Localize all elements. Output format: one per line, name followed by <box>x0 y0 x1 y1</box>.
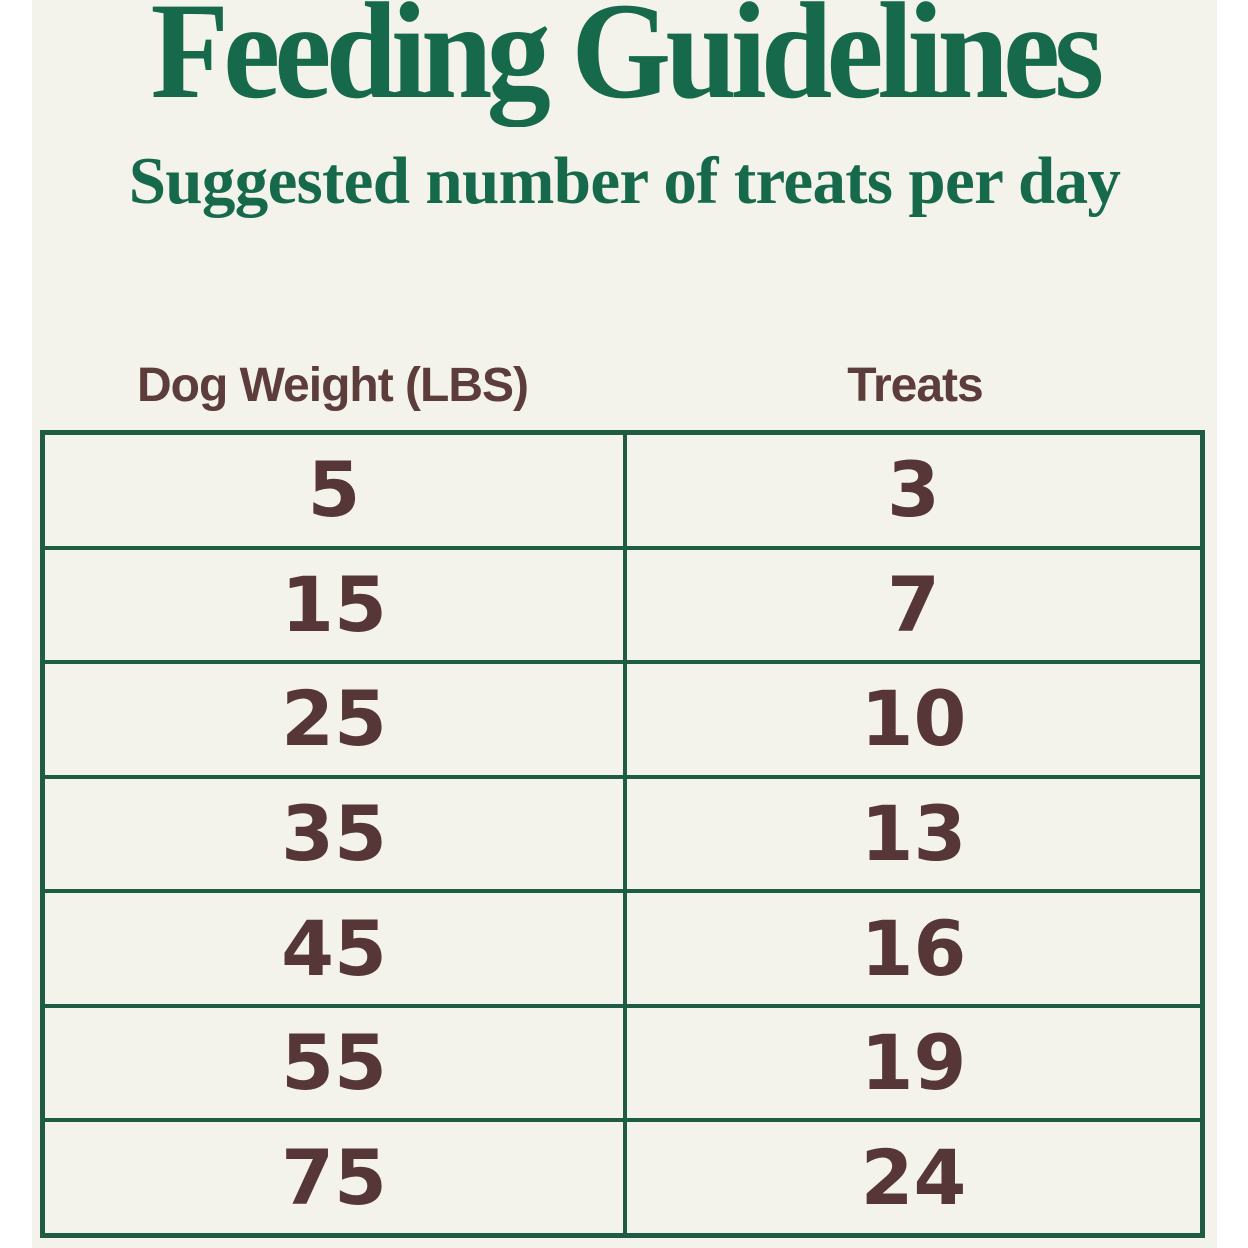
feeding-guidelines-table: 5 3 15 7 25 10 35 13 45 16 55 19 75 24 <box>40 430 1205 1238</box>
table-cell-treats: 24 <box>627 1122 1200 1233</box>
table-cell-weight: 15 <box>45 549 623 661</box>
table-cell-weight: 75 <box>45 1122 623 1233</box>
page-title: Feeding Guidelines <box>150 0 1105 127</box>
table-cell-treats: 7 <box>627 549 1200 661</box>
table-cell-weight: 45 <box>45 893 623 1004</box>
table-cell-weight: 5 <box>45 435 623 546</box>
table-cell-treats: 13 <box>627 778 1200 890</box>
table-cell-treats: 10 <box>627 664 1200 775</box>
table-cell-treats: 19 <box>627 1007 1200 1119</box>
column-header-treats: Treats <box>847 359 983 412</box>
column-header-dog-weight: Dog Weight (LBS) <box>136 359 529 412</box>
table-column-headers: Dog Weight (LBS) Treats <box>40 362 1205 410</box>
page-subtitle: Suggested number of treats per day <box>128 144 1121 218</box>
table-cell-treats: 3 <box>627 435 1200 546</box>
table-cell-weight: 25 <box>45 664 623 775</box>
table-cell-weight: 55 <box>45 1007 623 1119</box>
table-cell-treats: 16 <box>627 893 1200 1004</box>
content-area: Feeding Guidelines Suggested number of t… <box>32 0 1217 1248</box>
table-cell-weight: 35 <box>45 778 623 890</box>
